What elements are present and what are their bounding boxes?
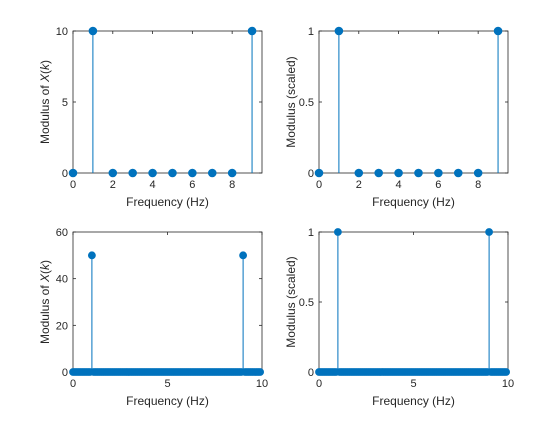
- y-tick-label: 1: [308, 26, 314, 38]
- stem-marker: [247, 26, 257, 36]
- y-tick-label: 1: [308, 227, 314, 239]
- stem-marker: [314, 168, 324, 178]
- y-axis-label-part: Modulus of: [38, 82, 52, 144]
- stem-marker: [334, 26, 344, 36]
- x-tick-label: 5: [410, 378, 416, 390]
- stem-marker: [148, 168, 157, 178]
- stem-marker: [414, 168, 423, 178]
- subplot-top-left: 0 2 4 6 8 0 5 10 Frequency (Hz) Modulus of X(k): [38, 26, 263, 209]
- y-axis-label-part: ): [38, 60, 52, 64]
- y-tick-label: 0: [308, 168, 314, 180]
- y-tick-label: 0: [62, 367, 68, 379]
- stem-marker: [68, 168, 78, 178]
- y-tick-label: 0.5: [299, 97, 314, 109]
- stem-marker: [502, 368, 511, 376]
- y-axis-label-part: (: [38, 70, 52, 74]
- stem-marker: [453, 168, 463, 178]
- y-axis-label-part: ): [38, 260, 52, 264]
- x-tick-label: 0: [70, 378, 76, 390]
- subplot-bottom-right: 0 5 10 0 0.5 1 Frequency (Hz) Modulus (scaled): [284, 227, 514, 408]
- x-tick-label: 8: [229, 179, 235, 191]
- stem-marker: [473, 168, 483, 178]
- y-tick-label: 60: [56, 227, 68, 239]
- x-axis-label: Frequency (Hz): [126, 195, 209, 209]
- stem-marker: [434, 168, 443, 178]
- x-axis-label: Frequency (Hz): [126, 394, 209, 408]
- x-tick-label: 8: [475, 179, 481, 191]
- x-axis-label: Frequency (Hz): [372, 394, 455, 408]
- stem-marker: [207, 168, 217, 178]
- y-axis-label-part: Modulus of: [38, 282, 52, 344]
- x-tick-label: 2: [356, 179, 362, 191]
- y-tick-label: 20: [56, 320, 68, 332]
- stem-marker: [128, 168, 137, 178]
- y-axis-label-part: (: [38, 270, 52, 274]
- y-axis-label-part: X: [38, 73, 52, 83]
- stem-marker: [168, 168, 177, 178]
- x-axis-label: Frequency (Hz): [372, 195, 455, 209]
- y-axis-label: Modulus of X(k): [38, 260, 52, 344]
- stem-marker: [256, 368, 265, 376]
- y-axis-label: Modulus (scaled): [284, 256, 298, 347]
- subplot-top-right: 0 2 4 6 8 0 0.5 1 Frequency (Hz) Modulus (scaled): [284, 26, 509, 209]
- stem-marker: [394, 168, 403, 178]
- y-tick-label: 40: [56, 274, 68, 286]
- y-tick-label: 0: [62, 168, 68, 180]
- x-tick-label: 0: [70, 179, 76, 191]
- x-tick-label: 2: [110, 179, 116, 191]
- stem-marker: [108, 168, 118, 178]
- stem-marker: [334, 228, 342, 236]
- stem-marker: [88, 26, 98, 36]
- x-tick-label: 6: [189, 179, 195, 191]
- y-tick-label: 10: [56, 26, 68, 38]
- y-tick-label: 5: [62, 97, 68, 109]
- x-tick-label: 10: [502, 378, 514, 390]
- stem-marker: [493, 26, 503, 36]
- y-axis-label-part: X: [38, 273, 52, 283]
- x-tick-label: 10: [256, 378, 268, 390]
- y-tick-label: 0: [308, 367, 314, 379]
- x-tick-label: 5: [164, 378, 170, 390]
- x-tick-label: 0: [316, 378, 322, 390]
- stem-marker: [188, 168, 197, 178]
- x-tick-label: 0: [316, 179, 322, 191]
- y-axis-label-part: k: [38, 63, 52, 70]
- x-tick-label: 4: [150, 179, 156, 191]
- x-tick-label: 6: [435, 179, 441, 191]
- stem-marker: [88, 251, 96, 260]
- subplot-bottom-left: 0 5 10 0 20 40 60 Frequency (Hz) Modulus of X(k): [38, 227, 268, 408]
- y-axis-label-part: k: [38, 263, 52, 270]
- stem-marker: [239, 251, 248, 260]
- y-tick-label: 0.5: [299, 297, 314, 309]
- stem-marker: [354, 168, 364, 178]
- y-axis-label: Modulus (scaled): [284, 56, 298, 147]
- y-axis-label: Modulus of X(k): [38, 60, 52, 144]
- stem-marker: [485, 228, 494, 236]
- x-tick-label: 4: [396, 179, 402, 191]
- stem-marker: [227, 168, 237, 178]
- stem-marker: [374, 168, 383, 178]
